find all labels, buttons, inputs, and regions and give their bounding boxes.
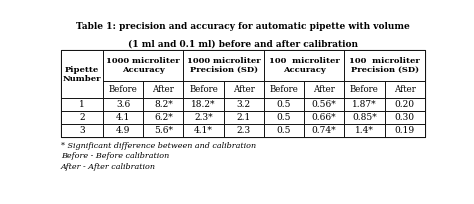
Text: Pipette
Number: Pipette Number <box>63 66 101 83</box>
Text: 0.5: 0.5 <box>277 113 291 122</box>
Bar <box>143 111 183 124</box>
Bar <box>304 124 344 137</box>
Text: Before - Before calibration: Before - Before calibration <box>61 152 169 160</box>
Bar <box>61 98 103 111</box>
Bar <box>264 98 304 111</box>
Bar <box>224 124 264 137</box>
Bar <box>344 111 384 124</box>
Text: 6.2*: 6.2* <box>154 113 173 122</box>
Bar <box>304 98 344 111</box>
Bar <box>103 98 143 111</box>
Text: 0.74*: 0.74* <box>312 126 337 135</box>
Text: 0.19: 0.19 <box>394 126 415 135</box>
Bar <box>384 124 425 137</box>
Text: Before: Before <box>270 85 299 94</box>
Text: 2.3: 2.3 <box>237 126 251 135</box>
Text: 0.20: 0.20 <box>395 100 415 109</box>
Text: 1: 1 <box>79 100 85 109</box>
Text: 0.5: 0.5 <box>277 100 291 109</box>
Bar <box>61 124 103 137</box>
Text: * Significant difference between and calibration: * Significant difference between and cal… <box>61 142 256 150</box>
Text: 3.2: 3.2 <box>237 100 251 109</box>
Bar <box>344 81 384 98</box>
Text: After: After <box>313 85 335 94</box>
Bar <box>224 111 264 124</box>
Bar <box>143 98 183 111</box>
Bar <box>61 50 103 98</box>
Bar <box>224 81 264 98</box>
Bar <box>61 50 425 137</box>
Bar <box>384 81 425 98</box>
Text: 1.4*: 1.4* <box>355 126 374 135</box>
Text: After: After <box>394 85 416 94</box>
Text: Table 1: precision and accuracy for automatic pipette with volume: Table 1: precision and accuracy for auto… <box>76 22 410 31</box>
Bar <box>384 111 425 124</box>
Text: 4.1: 4.1 <box>116 113 130 122</box>
Text: 18.2*: 18.2* <box>191 100 216 109</box>
Bar <box>264 50 344 81</box>
Text: 0.5: 0.5 <box>277 126 291 135</box>
Text: 1000 microliter
Precision (SD): 1000 microliter Precision (SD) <box>187 57 260 74</box>
Text: Before: Before <box>350 85 379 94</box>
Bar <box>183 124 224 137</box>
Bar <box>264 81 304 98</box>
Bar <box>143 124 183 137</box>
Text: 2: 2 <box>79 113 85 122</box>
Text: 1000 microliter
Accuracy: 1000 microliter Accuracy <box>106 57 180 74</box>
Text: 0.56*: 0.56* <box>312 100 337 109</box>
Bar <box>224 98 264 111</box>
Text: After: After <box>233 85 255 94</box>
Text: 4.9: 4.9 <box>116 126 130 135</box>
Bar <box>183 98 224 111</box>
Text: Before: Before <box>109 85 137 94</box>
Bar <box>183 111 224 124</box>
Text: After - After calibration: After - After calibration <box>61 163 156 171</box>
Bar <box>264 124 304 137</box>
Bar <box>344 124 384 137</box>
Bar <box>344 98 384 111</box>
Text: Before: Before <box>189 85 218 94</box>
Text: 2.3*: 2.3* <box>194 113 213 122</box>
Text: 2.1: 2.1 <box>237 113 251 122</box>
Text: 0.30: 0.30 <box>395 113 415 122</box>
Bar <box>103 124 143 137</box>
Bar <box>304 111 344 124</box>
Text: 8.2*: 8.2* <box>154 100 173 109</box>
Text: 5.6*: 5.6* <box>154 126 173 135</box>
Bar <box>183 81 224 98</box>
Text: 100  microliter
Precision (SD): 100 microliter Precision (SD) <box>349 57 420 74</box>
Bar <box>103 111 143 124</box>
Text: 100  microliter
Accuracy: 100 microliter Accuracy <box>269 57 339 74</box>
Text: 1.87*: 1.87* <box>352 100 377 109</box>
Bar <box>304 81 344 98</box>
Text: (1 ml and 0.1 ml) before and after calibration: (1 ml and 0.1 ml) before and after calib… <box>128 40 358 49</box>
Text: 3.6: 3.6 <box>116 100 130 109</box>
Text: 3: 3 <box>79 126 85 135</box>
Text: After: After <box>152 85 174 94</box>
Text: 0.66*: 0.66* <box>312 113 337 122</box>
Bar <box>183 50 264 81</box>
Text: 0.85*: 0.85* <box>352 113 377 122</box>
Bar <box>103 50 183 81</box>
Text: 4.1*: 4.1* <box>194 126 213 135</box>
Bar <box>264 111 304 124</box>
Bar <box>103 81 143 98</box>
Bar <box>143 81 183 98</box>
Bar <box>61 111 103 124</box>
Bar <box>344 50 425 81</box>
Bar <box>384 98 425 111</box>
